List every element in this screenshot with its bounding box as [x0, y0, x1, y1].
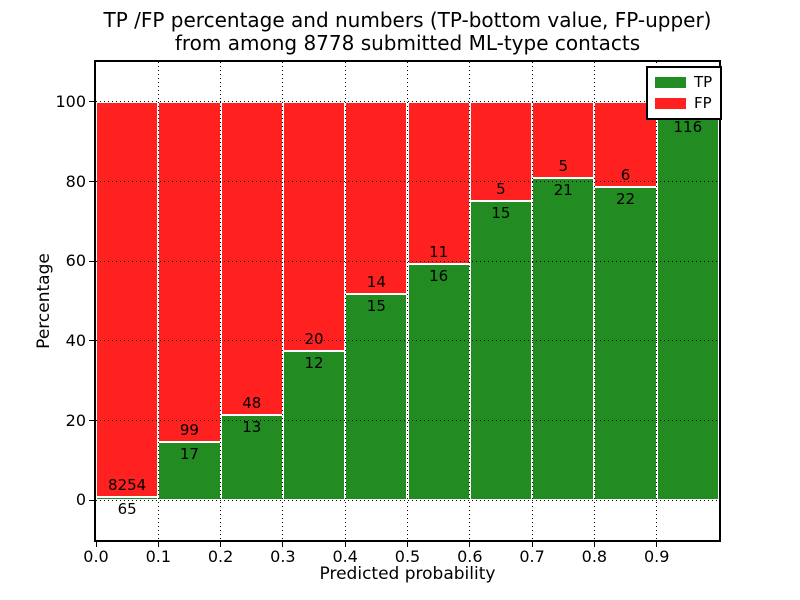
x-tick: [469, 542, 471, 547]
y-gridline: [96, 101, 719, 103]
y-gridline: [96, 499, 719, 501]
y-gridline: [96, 420, 719, 421]
y-tick: [89, 260, 94, 262]
x-gridline: [469, 62, 471, 540]
chart-title-line1: TP /FP percentage and numbers (TP-bottom…: [103, 8, 712, 32]
tp-bar-segment: [96, 497, 159, 501]
fp-count-label: 14: [366, 273, 386, 292]
tp-bar-segment: [220, 415, 283, 501]
tp-bar-segment: [532, 178, 595, 501]
y-gridline: [96, 260, 719, 262]
fp-bar-segment: [345, 101, 408, 295]
y-tick-label: 100: [55, 91, 86, 111]
legend-row-tp: TP: [655, 72, 712, 93]
tp-count-label: 12: [304, 353, 324, 372]
fp-bar-segment: [220, 101, 283, 416]
x-gridline: [593, 62, 595, 540]
x-tick-label: 0.1: [145, 547, 172, 566]
x-gridline: [344, 62, 346, 540]
plot-area: 8254 65 99 17 48 13 20 12 14 15 11 16 5 15 5 21 6 22 116: [96, 62, 719, 540]
y-tick-label: 40: [65, 330, 86, 350]
tp-bar-segment: [345, 294, 408, 501]
chart-title: TP /FP percentage and numbers (TP-bottom…: [96, 9, 719, 55]
x-tick-label: 0.4: [332, 547, 358, 566]
y-gridline: [96, 340, 719, 342]
x-gridline: [407, 62, 408, 540]
tp-bar-segment: [469, 201, 533, 501]
fp-count-label: 8254: [108, 476, 147, 495]
tp-count-label: 21: [553, 181, 573, 200]
x-tick: [157, 542, 159, 547]
x-tick-label: 0.7: [519, 547, 545, 566]
tp-bar-segment: [158, 441, 221, 501]
x-tick: [220, 542, 222, 547]
y-tick: [89, 101, 94, 103]
y-tick: [89, 340, 94, 342]
tp-count-label: 16: [429, 267, 449, 286]
x-tick-label: 0.0: [83, 547, 109, 566]
tp-count-label: 65: [117, 500, 137, 519]
y-tick: [89, 181, 94, 182]
x-tick-label: 0.8: [581, 547, 608, 566]
fp-count-label: 5: [496, 180, 506, 199]
legend: TP FP: [646, 66, 723, 120]
x-gridline: [157, 62, 159, 540]
x-tick: [407, 542, 408, 547]
x-axis-label: Predicted probability: [319, 564, 496, 584]
fp-count-label: 5: [558, 157, 569, 176]
x-gridline: [282, 62, 284, 540]
fp-bar-segment: [158, 101, 221, 442]
legend-row-fp: FP: [655, 93, 712, 114]
y-tick-label: 60: [65, 251, 86, 271]
fp-bar-segment: [532, 101, 595, 179]
x-tick-label: 0.6: [457, 547, 483, 566]
tp-bar-segment: [594, 187, 657, 501]
tp-count-label: 15: [491, 204, 511, 223]
legend-label-tp: TP: [694, 73, 713, 91]
y-tick-label: 80: [65, 171, 86, 191]
x-tick-label: 0.5: [394, 547, 421, 566]
x-tick-label: 0.2: [207, 547, 234, 566]
fp-count-label: 99: [179, 420, 199, 439]
fp-count-label: 6: [620, 166, 631, 185]
x-gridline: [531, 62, 533, 540]
fp-bar-segment: [282, 101, 346, 351]
fp-bar-segment: [407, 101, 470, 265]
fp-count-label: 48: [242, 394, 262, 413]
x-tick: [531, 542, 533, 547]
tp-bar-segment: [407, 264, 470, 501]
tp-bar-segment: [656, 115, 719, 501]
chart-title-line2: from among 8778 submitted ML-type contac…: [174, 31, 641, 55]
x-tick: [95, 542, 97, 547]
y-tick-label: 0: [75, 490, 86, 510]
x-gridline: [220, 62, 222, 540]
tp-count-label: 13: [242, 418, 262, 437]
x-gridline: [656, 62, 658, 540]
tp-count-label: 17: [179, 444, 199, 463]
fp-count-label: 20: [304, 329, 324, 348]
tp-count-label: 22: [615, 190, 636, 209]
x-tick-label: 0.9: [643, 547, 670, 566]
y-gridline: [96, 181, 719, 182]
tp-count-label: 15: [366, 297, 386, 316]
x-tick: [593, 542, 595, 547]
tp-count-label: 116: [673, 118, 703, 137]
fp-count-label: 11: [429, 243, 449, 262]
legend-label-fp: FP: [694, 94, 712, 112]
x-tick: [656, 542, 658, 547]
tp-legend-swatch-icon: [655, 77, 686, 88]
y-tick-label: 20: [65, 410, 86, 430]
x-tick: [282, 542, 284, 547]
y-tick: [89, 499, 94, 501]
y-tick: [89, 420, 94, 421]
tp-bar-segment: [282, 350, 346, 501]
fp-legend-swatch-icon: [655, 98, 686, 109]
fp-bar-segment: [96, 101, 159, 498]
x-tick-label: 0.3: [270, 547, 296, 566]
x-tick: [344, 542, 346, 547]
